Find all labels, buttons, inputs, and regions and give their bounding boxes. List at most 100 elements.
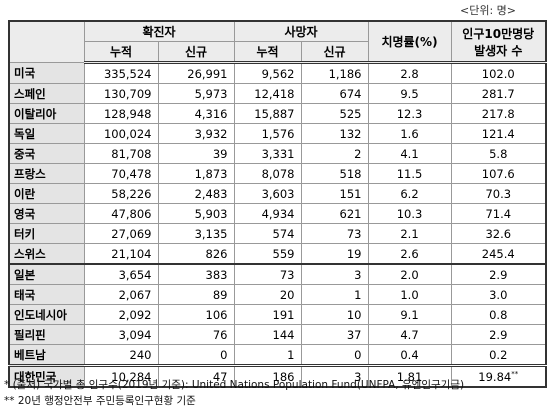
count-cell: 240 (83, 344, 159, 366)
rate-cell: 2.0 (367, 263, 452, 285)
rate-cell: 107.6 (450, 163, 547, 184)
cell-value: 2.6 (400, 246, 419, 261)
rate-cell: 6.2 (367, 183, 452, 204)
cell-value: 5.8 (489, 146, 508, 161)
count-cell: 151 (300, 183, 369, 204)
country-cell: 이란 (8, 183, 85, 204)
cell-value: 4.7 (400, 327, 419, 342)
table-row: 베트남 240 0 1 0 0.4 0.2 (8, 344, 547, 366)
cell-value: 2.9 (489, 267, 508, 282)
table-row: 이탈리아 128,948 4,316 15,887 525 12.3 217.8 (8, 103, 547, 124)
count-cell: 826 (157, 243, 235, 265)
table-row: 일본 3,654 383 73 3 2.0 2.9 (8, 263, 547, 285)
table-row: 대한민국 10,284 47 186 3 1.81 19.84** (8, 364, 547, 388)
count-cell: 8,078 (233, 163, 302, 184)
rate-cell: 71.4 (450, 203, 547, 224)
country-cell: 스페인 (8, 83, 85, 104)
cell-value: 2.0 (400, 267, 419, 282)
count-cell: 27,069 (83, 223, 159, 244)
fatality-header: 치명률(%) (367, 20, 452, 64)
rate-cell: 4.7 (367, 324, 452, 345)
count-cell: 4,316 (157, 103, 235, 124)
cell-value: 0.2 (489, 347, 508, 362)
count-cell: 4,934 (233, 203, 302, 224)
count-cell: 1 (233, 344, 302, 366)
rate-cell: 121.4 (450, 123, 547, 144)
count-cell: 128,948 (83, 103, 159, 124)
count-cell: 674 (300, 83, 369, 104)
count-cell: 5,903 (157, 203, 235, 224)
cell-value: 1.0 (400, 287, 419, 302)
count-cell: 100,024 (83, 123, 159, 144)
rate-cell: 12.3 (367, 103, 452, 124)
count-cell: 9,562 (233, 62, 302, 84)
count-cell: 3 (300, 364, 369, 388)
count-cell: 39 (157, 143, 235, 164)
cell-value: 2.1 (400, 226, 419, 241)
cell-value: 9.1 (400, 307, 419, 322)
count-cell: 335,524 (83, 62, 159, 84)
cell-value: 71.4 (485, 206, 512, 221)
count-cell: 3,135 (157, 223, 235, 244)
cell-value: 2.8 (400, 66, 419, 81)
table-row: 필리핀 3,094 76 144 37 4.7 2.9 (8, 324, 547, 345)
country-cell: 중국 (8, 143, 85, 164)
cell-value: 4.1 (400, 146, 419, 161)
cell-value: 2.9 (489, 327, 508, 342)
count-cell: 1 (300, 284, 369, 305)
count-cell: 1,186 (300, 62, 369, 84)
count-cell: 15,887 (233, 103, 302, 124)
country-cell: 대한민국 (8, 364, 85, 388)
footnotes: * (출처) 국가별 총 인구수(2019년 기준): United Natio… (4, 377, 464, 409)
table-row: 프랑스 70,478 1,873 8,078 518 11.5 107.6 (8, 163, 547, 184)
cell-value: 10.3 (396, 206, 423, 221)
per100k-line: 인구10만명당 (462, 26, 535, 41)
table-row: 영국 47,806 5,903 4,934 621 10.3 71.4 (8, 203, 547, 224)
cell-value: 32.6 (485, 226, 512, 241)
count-cell: 3,094 (83, 324, 159, 345)
table-row: 스페인 130,709 5,973 12,418 674 9.5 281.7 (8, 83, 547, 104)
count-cell: 73 (300, 223, 369, 244)
count-cell: 89 (157, 284, 235, 305)
country-cell: 일본 (8, 263, 85, 285)
rate-cell: 10.3 (367, 203, 452, 224)
count-cell: 2,483 (157, 183, 235, 204)
count-cell: 2,067 (83, 284, 159, 305)
cell-value: 9.5 (400, 86, 419, 101)
table-row: 중국 81,708 39 3,331 2 4.1 5.8 (8, 143, 547, 164)
footnote: * (출처) 국가별 총 인구수(2019년 기준): United Natio… (4, 379, 465, 391)
sub-header: 신규 (300, 41, 369, 64)
count-cell: 186 (233, 364, 302, 388)
cell-value: 102.0 (481, 66, 515, 81)
table-row: 태국 2,067 89 20 1 1.0 3.0 (8, 284, 547, 305)
rate-cell: 2.8 (367, 62, 452, 84)
rate-cell: 1.6 (367, 123, 452, 144)
corner (8, 20, 85, 63)
count-cell: 621 (300, 203, 369, 224)
table-row: 인도네시아 2,092 106 191 10 9.1 0.8 (8, 304, 547, 325)
sub-header: 누적 (233, 41, 302, 64)
cell-value: 6.2 (400, 186, 419, 201)
cell-value: 121.4 (481, 126, 515, 141)
header-row: 확진자 사망자 치명률(%) 인구10만명당 발생자 수 (8, 20, 547, 64)
cell-value: 1.6 (400, 126, 419, 141)
count-cell: 525 (300, 103, 369, 124)
count-cell: 3,331 (233, 143, 302, 164)
count-cell: 73 (233, 263, 302, 285)
country-cell: 이탈리아 (8, 103, 85, 124)
group-header: 확진자 (83, 20, 235, 42)
rate-cell: 245.4 (450, 243, 547, 265)
footnote: ** 20년 행정안전부 주민등록인구현황 기준 (4, 395, 196, 407)
header-row: 누적 신규 누적 신규 (9, 41, 546, 64)
rate-cell: 0.2 (450, 344, 547, 366)
count-cell: 58,226 (83, 183, 159, 204)
rate-cell: 9.5 (367, 83, 452, 104)
count-cell: 20 (233, 284, 302, 305)
rate-cell: 2.1 (367, 223, 452, 244)
rate-cell: 0.8 (450, 304, 547, 325)
count-cell: 2,092 (83, 304, 159, 325)
count-cell: 106 (157, 304, 235, 325)
count-cell: 70,478 (83, 163, 159, 184)
country-cell: 베트남 (8, 344, 85, 366)
cell-value: 1.81 (396, 369, 423, 384)
